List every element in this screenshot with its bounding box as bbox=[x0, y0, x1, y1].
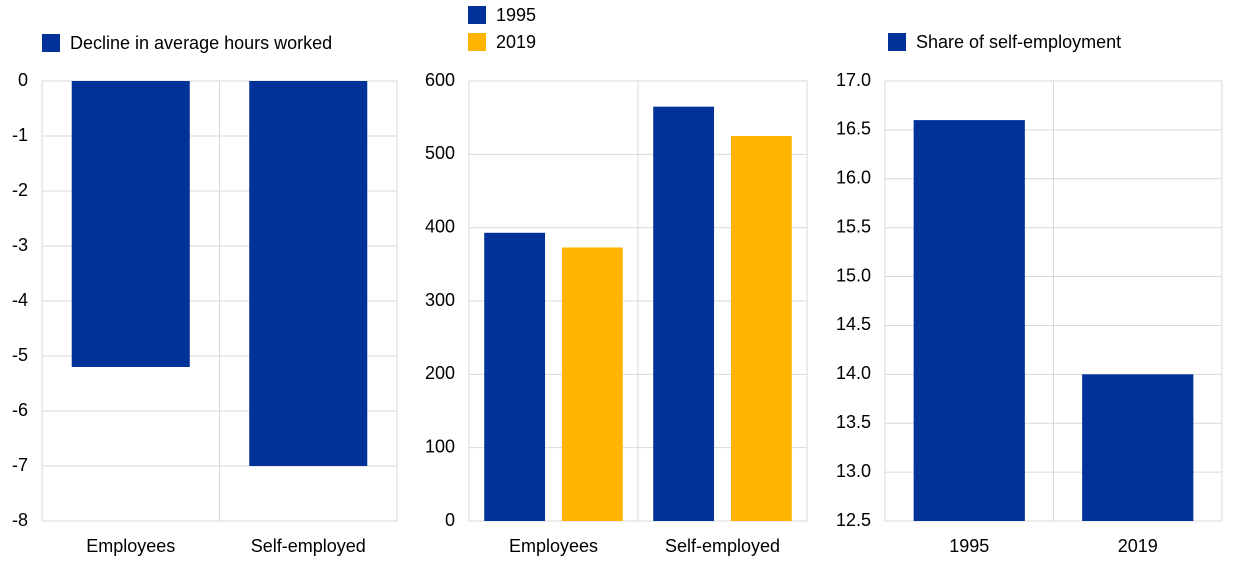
legend-swatch bbox=[888, 33, 906, 51]
y-tick-label: 100 bbox=[425, 436, 455, 456]
x-tick-label: Employees bbox=[509, 536, 598, 556]
x-tick-label: 2019 bbox=[1118, 536, 1158, 556]
bar bbox=[561, 247, 623, 521]
y-tick-label: -3 bbox=[12, 235, 28, 255]
y-tick-label: 0 bbox=[445, 510, 455, 530]
y-tick-label: 13.0 bbox=[836, 461, 871, 481]
plot-border bbox=[884, 80, 1223, 522]
y-tick-label: 14.5 bbox=[836, 314, 871, 334]
legend-swatch bbox=[468, 33, 486, 51]
y-tick-label: -8 bbox=[12, 510, 28, 530]
x-tick-label: Self-employed bbox=[665, 536, 780, 556]
legend-swatch bbox=[42, 34, 60, 52]
y-tick-label: -6 bbox=[12, 400, 28, 420]
y-tick-label: 0 bbox=[18, 70, 28, 90]
x-tick-label: Employees bbox=[86, 536, 175, 556]
y-tick-label: -7 bbox=[12, 455, 28, 475]
y-tick-label: 12.5 bbox=[836, 510, 871, 530]
bar bbox=[1082, 374, 1194, 521]
legend-label: 1995 bbox=[496, 5, 536, 25]
y-tick-label: -5 bbox=[12, 345, 28, 365]
legend-label: 2019 bbox=[496, 32, 536, 52]
y-tick-label: 500 bbox=[425, 143, 455, 163]
bar bbox=[730, 136, 792, 521]
y-tick-label: 16.5 bbox=[836, 119, 871, 139]
legend-label: Share of self-employment bbox=[916, 32, 1121, 52]
bar bbox=[249, 81, 368, 466]
legend-swatch bbox=[468, 6, 486, 24]
y-tick-label: 300 bbox=[425, 290, 455, 310]
bar bbox=[484, 232, 546, 522]
y-tick-label: -4 bbox=[12, 290, 28, 310]
bar bbox=[653, 106, 715, 522]
legend-label: Decline in average hours worked bbox=[70, 33, 332, 53]
y-tick-label: -1 bbox=[12, 125, 28, 145]
y-tick-label: 14.0 bbox=[836, 363, 871, 383]
y-tick-label: 15.0 bbox=[836, 265, 871, 285]
y-tick-label: -2 bbox=[12, 180, 28, 200]
y-tick-label: 600 bbox=[425, 70, 455, 90]
plot-border bbox=[41, 80, 398, 522]
x-tick-label: Self-employed bbox=[251, 536, 366, 556]
y-tick-label: 200 bbox=[425, 363, 455, 383]
x-tick-label: 1995 bbox=[949, 536, 989, 556]
y-tick-label: 13.5 bbox=[836, 412, 871, 432]
y-tick-label: 400 bbox=[425, 216, 455, 236]
bar bbox=[71, 81, 190, 367]
y-tick-label: 15.5 bbox=[836, 216, 871, 236]
y-tick-label: 16.0 bbox=[836, 168, 871, 188]
plot-border bbox=[468, 80, 808, 522]
bar bbox=[913, 120, 1025, 521]
y-tick-label: 17.0 bbox=[836, 70, 871, 90]
